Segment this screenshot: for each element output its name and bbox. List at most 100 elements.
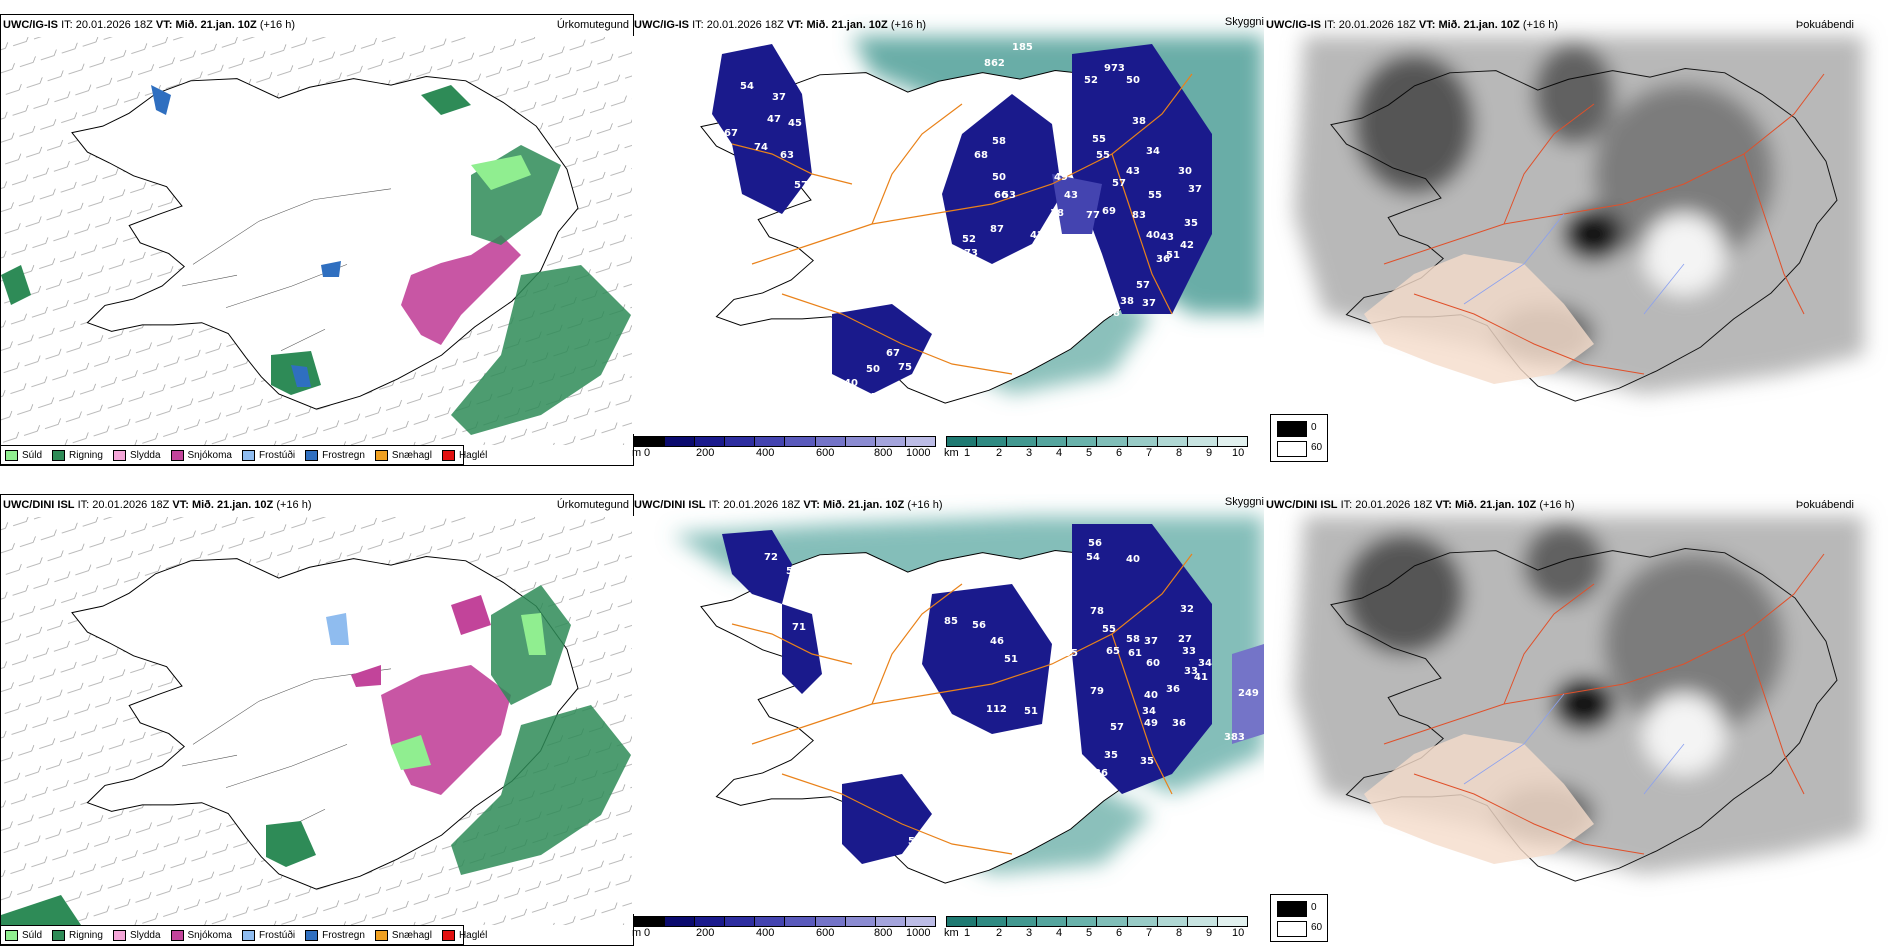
color-step xyxy=(875,917,906,926)
color-step xyxy=(725,917,756,926)
value-label: 33 xyxy=(1182,646,1196,657)
legend-item-snaehagl: Snæhagl xyxy=(374,449,432,461)
swatch-icon xyxy=(374,929,388,941)
legend-item-rigning: Rigning xyxy=(52,449,103,461)
value-label: 862 xyxy=(984,58,1005,69)
precip-areas xyxy=(1,585,631,925)
panel-type-label: Þokuábendi xyxy=(1795,19,1854,31)
legend-item-slydda: Slydda xyxy=(112,929,161,941)
value-label: 112 xyxy=(986,704,1007,715)
visibility-panel-top: UWC/IG-IS IT: 20.01.2026 18Z VT: Mið. 21… xyxy=(632,14,1264,464)
value-label: 27 xyxy=(1178,634,1192,645)
panel-type-label: Úrkomutegund xyxy=(556,499,629,511)
value-label: 78 xyxy=(1090,606,1104,617)
value-label: 25 xyxy=(1060,336,1074,347)
tick-label: 0 xyxy=(644,927,651,939)
visibility-map: 72 54 55 66 71 88 75 85 56 46 51 112 51 … xyxy=(632,516,1264,914)
value-label: 50 xyxy=(810,212,824,223)
tick-label: 400 xyxy=(756,927,775,939)
value-label: 69 xyxy=(1102,206,1116,217)
color-step xyxy=(947,917,978,926)
swatch-icon xyxy=(305,929,319,941)
value-label: 56 xyxy=(1088,538,1102,549)
value-label: 77 xyxy=(1086,210,1100,221)
value-label: 67 xyxy=(724,128,738,139)
value-label: 40 xyxy=(844,378,858,389)
ceiling-value-labels: 72 54 55 66 71 88 75 85 56 46 51 112 51 … xyxy=(740,538,1259,881)
color-step xyxy=(1157,437,1188,446)
value-label: 55 xyxy=(1064,648,1078,659)
value-label: 43 xyxy=(1064,190,1078,201)
value-label: 38 xyxy=(1106,308,1120,319)
visibility-map: 54 37 47 45 67 74 63 57 50 58 68 66 50 5… xyxy=(632,36,1264,434)
value-label: 50 xyxy=(908,836,922,847)
value-label: 74 xyxy=(754,142,768,153)
value-label: 50 xyxy=(1126,75,1140,86)
swatch-icon xyxy=(241,449,255,461)
tick-label: 4 xyxy=(1056,447,1063,459)
panel-type-label: Skyggni xyxy=(1224,496,1264,508)
ceiling-value-labels: 54 37 47 45 67 74 63 57 50 58 68 66 50 5… xyxy=(724,42,1202,403)
color-step xyxy=(1097,917,1128,926)
legend-item-snjokoma: Snjókoma xyxy=(170,929,232,941)
tick-label: 6 xyxy=(1116,927,1123,939)
value-label: 72 xyxy=(764,552,778,563)
value-label: 65 xyxy=(1106,646,1120,657)
visibility-unit: km xyxy=(944,927,959,939)
value-label: 49 xyxy=(1054,172,1068,183)
swatch-icon xyxy=(170,929,184,941)
tick-label: 10 xyxy=(1232,927,1245,939)
tick-label: 7 xyxy=(1146,927,1153,939)
value-label: 58 xyxy=(1126,634,1140,645)
ceiling-unit: m xyxy=(632,927,642,939)
tick-label: 4 xyxy=(1056,927,1063,939)
lowland-area xyxy=(1364,734,1594,864)
swatch-icon xyxy=(170,449,184,461)
color-step xyxy=(1007,437,1038,446)
color-step xyxy=(815,917,846,926)
value-label: 38 xyxy=(1120,296,1134,307)
value-label: 55 xyxy=(1148,190,1162,201)
precip-map xyxy=(1,37,633,445)
panel-title: UWC/DINI ISL IT: 20.01.2026 18Z VT: Mið.… xyxy=(1266,499,1575,511)
tick-label: 400 xyxy=(756,447,775,459)
panel-title: UWC/IG-IS IT: 20.01.2026 18Z VT: Mið. 21… xyxy=(634,19,926,31)
value-label: 40 xyxy=(1146,230,1160,241)
swatch-icon xyxy=(1277,441,1307,457)
swatch-icon xyxy=(305,449,319,461)
value-label: 249 xyxy=(1238,688,1259,699)
color-step xyxy=(845,437,876,446)
tick-label: 200 xyxy=(696,927,715,939)
value-label: 53 xyxy=(1002,190,1016,201)
color-step xyxy=(1097,437,1128,446)
precip-map xyxy=(1,517,633,925)
precip-panel-bottom: UWC/DINI ISL IT: 20.01.2026 18Z VT: Mið.… xyxy=(0,494,634,946)
tick-label: 9 xyxy=(1206,927,1213,939)
color-step xyxy=(1217,917,1247,926)
tick-label: 2 xyxy=(996,927,1003,939)
value-label: 43 xyxy=(1160,232,1174,243)
color-step xyxy=(815,437,846,446)
value-label: 75 xyxy=(898,362,912,373)
legend-item-snjokoma: Snjókoma xyxy=(170,449,232,461)
value-label: 27 xyxy=(864,392,878,403)
value-label: 54 xyxy=(1086,552,1100,563)
value-label: 47 xyxy=(767,114,781,125)
offshore-low-ceiling xyxy=(1232,644,1264,744)
value-label: 43 xyxy=(1126,166,1140,177)
value-label: 40 xyxy=(1126,554,1140,565)
color-step xyxy=(695,917,726,926)
value-label: 35 xyxy=(1104,750,1118,761)
color-step xyxy=(875,437,906,446)
tick-label: 9 xyxy=(1206,447,1213,459)
low-ceiling-areas xyxy=(722,524,1212,864)
color-step xyxy=(1157,917,1188,926)
value-label: 45 xyxy=(788,118,802,129)
legend-item-frostudi: Frostúði xyxy=(241,449,295,461)
fog-legend-low: 0 xyxy=(1311,902,1317,913)
value-label: 73 xyxy=(964,248,978,259)
swatch-icon xyxy=(112,449,126,461)
value-label: 71 xyxy=(792,622,806,633)
color-step xyxy=(725,437,756,446)
legend-item-slydda: Slydda xyxy=(112,449,161,461)
